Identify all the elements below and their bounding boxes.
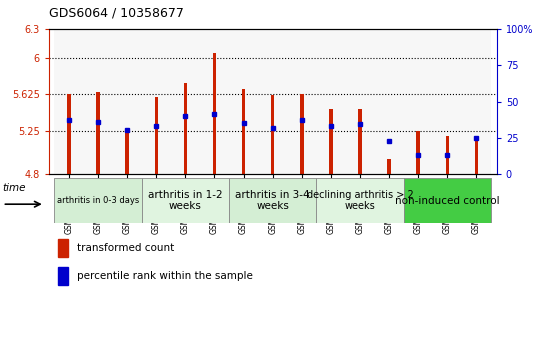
Bar xyxy=(300,94,303,174)
Bar xyxy=(271,95,274,174)
Bar xyxy=(258,29,287,174)
Text: arthritis in 0-3 days: arthritis in 0-3 days xyxy=(57,196,139,205)
Bar xyxy=(404,29,433,174)
Bar xyxy=(475,135,478,174)
Text: arthritis in 3-4
weeks: arthritis in 3-4 weeks xyxy=(235,190,310,211)
Text: GDS6064 / 10358677: GDS6064 / 10358677 xyxy=(49,7,184,20)
Bar xyxy=(125,132,129,174)
Bar xyxy=(55,178,141,223)
Bar xyxy=(58,239,69,257)
Bar xyxy=(200,29,229,174)
Bar xyxy=(433,29,462,174)
Bar xyxy=(358,109,362,174)
Text: transformed count: transformed count xyxy=(77,243,174,253)
Bar xyxy=(287,29,316,174)
Text: non-induced control: non-induced control xyxy=(395,196,500,205)
Bar xyxy=(229,178,316,223)
Bar xyxy=(316,29,346,174)
Bar xyxy=(404,178,491,223)
Bar xyxy=(416,131,420,174)
Bar xyxy=(242,89,245,174)
Bar xyxy=(346,29,375,174)
Bar xyxy=(213,53,216,174)
Text: arthritis in 1-2
weeks: arthritis in 1-2 weeks xyxy=(148,190,222,211)
Text: percentile rank within the sample: percentile rank within the sample xyxy=(77,271,253,281)
Bar xyxy=(154,97,158,174)
Bar xyxy=(316,178,404,223)
Bar xyxy=(462,29,491,174)
Bar xyxy=(55,29,84,174)
Bar xyxy=(184,83,187,174)
Text: declining arthritis > 2
weeks: declining arthritis > 2 weeks xyxy=(307,190,414,211)
Bar xyxy=(329,109,333,174)
Bar xyxy=(171,29,200,174)
Bar xyxy=(229,29,258,174)
Text: time: time xyxy=(3,183,26,193)
Bar xyxy=(58,267,69,285)
Bar xyxy=(96,92,100,174)
Bar xyxy=(387,159,391,174)
Bar xyxy=(141,178,229,223)
Bar xyxy=(446,136,449,174)
Bar xyxy=(375,29,404,174)
Bar xyxy=(113,29,141,174)
Bar xyxy=(141,29,171,174)
Bar xyxy=(67,94,71,174)
Bar xyxy=(84,29,113,174)
